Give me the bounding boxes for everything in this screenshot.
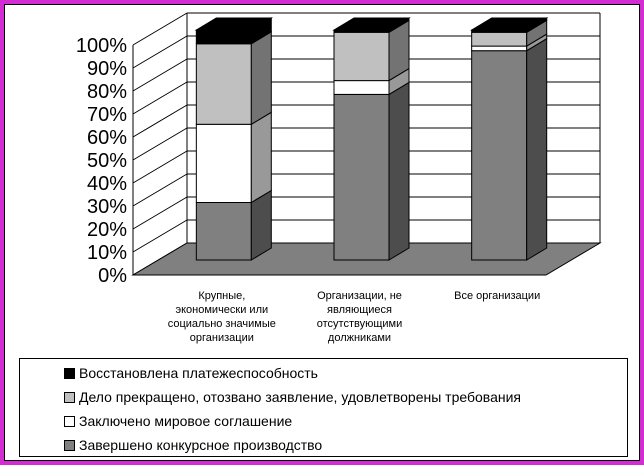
y-tick-label: 90% xyxy=(87,58,127,80)
bar-top xyxy=(332,17,411,31)
category-label-line: Все организации xyxy=(454,290,540,302)
legend-swatch xyxy=(64,367,75,379)
bar-top xyxy=(469,17,549,31)
y-tick-label: 80% xyxy=(87,81,127,103)
category-label: Организации, не являющиеся отсутствующими д… xyxy=(317,290,403,344)
bar-segment xyxy=(195,202,252,261)
category-label-line: социально значимые xyxy=(168,318,276,330)
legend-label: Восстановлена платежеспособность xyxy=(79,365,318,381)
bar-segment xyxy=(471,50,528,261)
bar-segment xyxy=(471,45,528,52)
chart-plot: 0%10%20%30%40%50%60%70%80%90%100% Крупны… xyxy=(76,12,602,344)
bar-segment-side xyxy=(388,81,410,261)
side-wall-gridline xyxy=(132,219,188,253)
legend-item: Восстановлена платежеспособность xyxy=(64,362,318,384)
category-label-line: Крупные, xyxy=(198,290,245,302)
category-label-line: Организации, не xyxy=(317,290,402,302)
side-wall-gridline xyxy=(132,196,188,230)
legend-swatch xyxy=(64,415,75,427)
category-label: Все организации xyxy=(454,290,540,302)
y-tick-label: 10% xyxy=(87,242,127,264)
bar-segment-side xyxy=(250,111,272,204)
legend-label: Дело прекращено, отозвано заявление, удо… xyxy=(79,389,521,405)
bar-segment-side xyxy=(526,37,548,261)
y-tick-label: 0% xyxy=(98,265,127,287)
side-wall-gridline xyxy=(132,127,188,161)
bar-segment xyxy=(195,43,252,125)
legend-label: Заключено мировое соглашение xyxy=(79,413,293,429)
y-tick-label: 40% xyxy=(87,173,127,195)
legend-item: Заключено мировое соглашение xyxy=(64,410,292,432)
category-label: Крупные, экономически или социально значим… xyxy=(168,290,276,344)
category-label-line: отсутствующими xyxy=(317,318,403,330)
category-label-line: экономически или xyxy=(176,304,269,316)
chart-legend: Восстановлена платежеспособность Дело пре… xyxy=(19,358,628,457)
side-wall-gridline xyxy=(132,104,188,138)
category-label-line: должниками xyxy=(328,332,391,344)
bar-segment xyxy=(333,80,390,95)
side-wall-gridline xyxy=(132,58,188,92)
y-tick-label: 30% xyxy=(87,196,127,218)
bar-segment-side xyxy=(250,30,272,126)
bar-segment xyxy=(471,31,528,47)
side-wall-gridline xyxy=(132,81,188,115)
side-wall-gridline xyxy=(132,150,188,184)
bar-segment xyxy=(333,31,390,82)
bar-top xyxy=(194,17,274,31)
category-label-line: являющиеся xyxy=(327,304,392,316)
category-label-line: организации xyxy=(190,332,254,344)
side-wall-gridline xyxy=(132,173,188,207)
bar-segment xyxy=(333,93,390,261)
legend-swatch xyxy=(64,391,75,403)
side-wall-gridline xyxy=(132,35,188,69)
y-tick-label: 100% xyxy=(76,35,127,57)
bar-segment xyxy=(195,29,252,45)
legend-label: Завершено конкурсное производство xyxy=(79,437,323,453)
y-tick-label: 70% xyxy=(87,104,127,126)
legend-item: Завершено конкурсное производство xyxy=(64,434,322,456)
y-tick-label: 60% xyxy=(87,127,127,149)
side-wall-gridline xyxy=(132,12,188,46)
y-tick-label: 50% xyxy=(87,150,127,172)
bar-segment xyxy=(195,123,252,203)
chart-frame: 0% 10% 20% 30% 40% 50% 60% 70% 80% 90% 100% Крупны… xyxy=(4,4,640,461)
legend-swatch xyxy=(64,439,75,451)
legend-item: Дело прекращено, отозвано заявление, удо… xyxy=(64,386,521,408)
y-tick-label: 20% xyxy=(87,219,127,241)
